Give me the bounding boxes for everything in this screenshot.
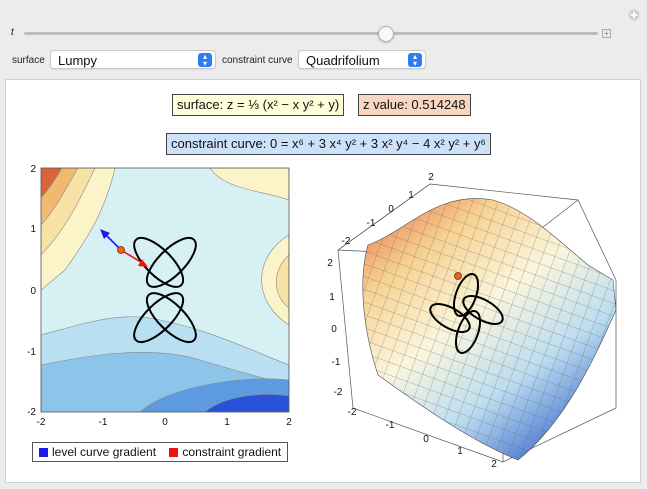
surface-equation-box: surface: z = ⅓ (x² − x y² + y) xyxy=(172,94,345,116)
axis-tick: 0 xyxy=(423,434,429,445)
y-tick: 2 xyxy=(30,164,36,175)
chevron-updown-icon: ▴ ▾ xyxy=(198,53,212,68)
surface-3d-plot[interactable]: 2 1 0 -1 -2 2 1 0 -1 -2 -2 -1 0 1 2 xyxy=(318,170,634,470)
axis-tick: 0 xyxy=(388,204,394,215)
axis-tick: 0 xyxy=(331,324,337,335)
level-swatch xyxy=(39,448,48,457)
axis-tick: -2 xyxy=(334,387,343,398)
t-label: t xyxy=(11,27,14,38)
axis-tick: 2 xyxy=(491,459,497,470)
y-tick: 1 xyxy=(30,224,36,235)
axis-tick: 1 xyxy=(408,190,414,201)
x-tick: 1 xyxy=(224,417,230,428)
x-tick: 2 xyxy=(286,417,292,428)
axis-tick: -2 xyxy=(348,407,357,418)
quadrifolium-curve-3d xyxy=(429,273,504,354)
gradient-legend: level curve gradient constraint gradient xyxy=(32,442,289,462)
axis-tick: -1 xyxy=(386,420,395,431)
contour-plot: -2 -1 0 1 2 2 1 0 -1 -2 xyxy=(27,164,292,428)
arrow-head xyxy=(138,259,148,267)
axis-tick: -2 xyxy=(342,236,351,247)
axis-tick: 1 xyxy=(329,292,335,303)
constraint-gradient-arrow xyxy=(120,249,145,265)
x-tick: -1 xyxy=(99,417,108,428)
surface-label: surface xyxy=(12,55,45,66)
legend-constraint-label: constraint gradient xyxy=(182,445,282,459)
surface-dropdown-value: Lumpy xyxy=(58,53,98,68)
constraint-dropdown[interactable]: Quadrifolium ▴ ▾ xyxy=(298,50,426,69)
surface-dropdown[interactable]: Lumpy ▴ ▾ xyxy=(50,50,216,69)
x-tick: 0 xyxy=(162,417,168,428)
constraint-label: constraint curve xyxy=(222,55,293,66)
current-point-3d xyxy=(454,272,462,280)
x-tick: -2 xyxy=(37,417,46,428)
y-tick: 0 xyxy=(30,286,36,297)
z-value-box: z value: 0.514248 xyxy=(358,94,471,116)
axis-tick: 1 xyxy=(457,446,463,457)
y-tick: -1 xyxy=(27,347,36,358)
legend-level-label: level curve gradient xyxy=(52,445,157,459)
current-point xyxy=(117,246,125,254)
surface-equation-text: surface: z = ⅓ (x² − x y² + y) xyxy=(177,97,340,112)
constraint-equation-text: constraint curve: 0 = x⁶ + 3 x⁴ y² + 3 x… xyxy=(171,136,486,151)
quadrifolium-curve xyxy=(133,236,197,344)
plus-circle-icon[interactable] xyxy=(628,9,640,21)
t-slider[interactable] xyxy=(24,29,598,37)
constraint-equation-box: constraint curve: 0 = x⁶ + 3 x⁴ y² + 3 x… xyxy=(166,133,491,155)
axis-tick: -1 xyxy=(332,357,341,368)
t-slider-expand-button[interactable]: + xyxy=(602,29,611,38)
t-slider-thumb[interactable] xyxy=(377,26,394,42)
constraint-swatch xyxy=(169,448,179,457)
t-slider-track xyxy=(24,32,598,35)
axis-tick: 2 xyxy=(428,172,434,183)
axis-tick: 2 xyxy=(327,258,333,269)
z-value-text: z value: 0.514248 xyxy=(363,97,466,112)
constraint-dropdown-value: Quadrifolium xyxy=(306,53,380,68)
arrow-head xyxy=(100,229,110,239)
y-tick: -2 xyxy=(27,407,36,418)
chevron-updown-icon: ▴ ▾ xyxy=(408,53,422,68)
axis-tick: -1 xyxy=(367,218,376,229)
